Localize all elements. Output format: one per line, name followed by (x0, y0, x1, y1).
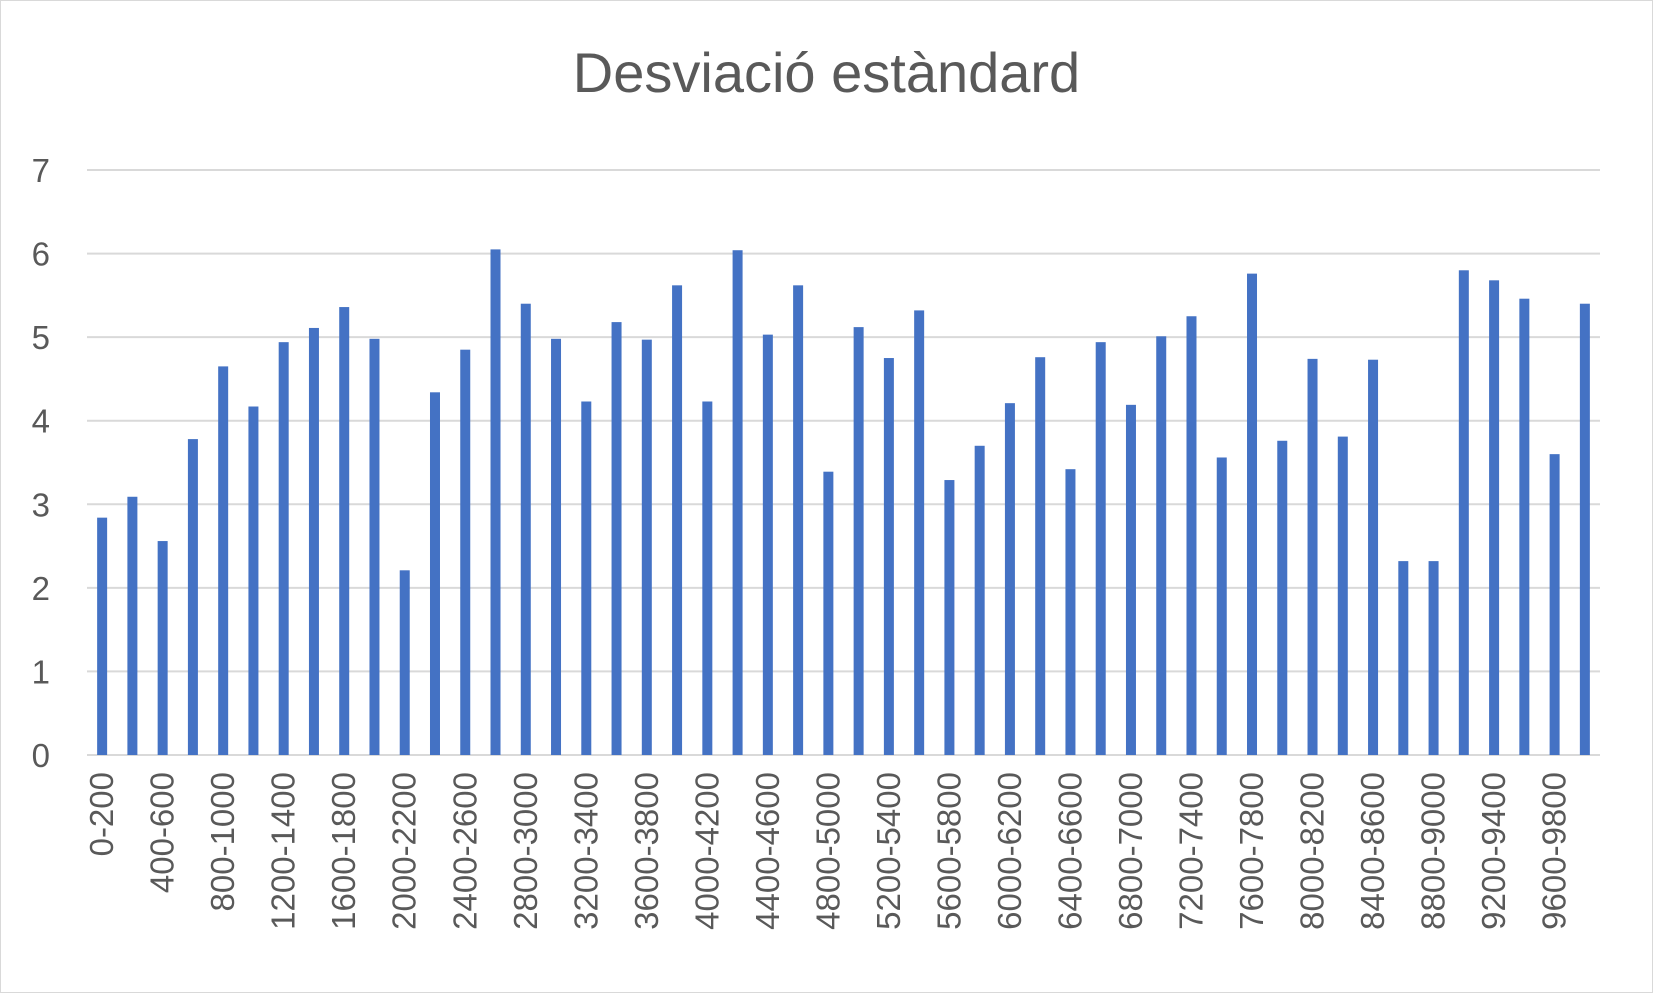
x-tick-label: 4800-5000 (809, 772, 846, 930)
bar (369, 338, 380, 755)
bar (1035, 357, 1046, 755)
bar (157, 541, 168, 755)
bar (1004, 403, 1015, 755)
y-tick-label: 4 (32, 403, 50, 440)
bar (127, 496, 138, 755)
x-tick-label: 3600-3800 (628, 772, 665, 930)
bar (793, 285, 804, 755)
x-tick-label: 7600-7800 (1233, 772, 1270, 930)
x-tick-label: 1200-1400 (265, 772, 302, 930)
bar (974, 445, 985, 755)
bar (823, 471, 834, 755)
bar (1337, 436, 1348, 755)
bar (429, 392, 440, 755)
x-tick-label: 2400-2600 (446, 772, 483, 930)
x-tick-label: 9600-9800 (1536, 772, 1573, 930)
y-tick-label: 1 (32, 653, 50, 690)
x-tick-label: 400-600 (144, 772, 181, 893)
bar (641, 339, 652, 755)
bar (1307, 358, 1318, 755)
x-tick-label: 5600-5800 (930, 772, 967, 930)
bar (762, 334, 773, 755)
bar (97, 517, 108, 755)
bar (308, 327, 319, 755)
x-tick-label: 8000-8200 (1294, 772, 1331, 930)
x-tick-label: 8800-9000 (1415, 772, 1452, 930)
bar (1368, 359, 1379, 755)
bar (1489, 280, 1500, 755)
bar (1125, 404, 1136, 755)
bar (914, 310, 925, 755)
x-tick-label: 6400-6600 (1051, 772, 1088, 930)
bar (460, 349, 471, 755)
bar (520, 303, 531, 755)
bar (883, 358, 894, 755)
bar (1428, 561, 1439, 755)
y-tick-label: 2 (32, 570, 50, 607)
y-tick-label: 7 (32, 152, 50, 189)
y-tick-label: 0 (32, 737, 50, 774)
bars (97, 249, 1590, 755)
bar (490, 249, 501, 755)
y-tick-label: 5 (32, 319, 50, 356)
y-axis-ticks: 0 1 2 3 4 5 6 7 (32, 152, 50, 774)
bar (1458, 270, 1469, 755)
bar (278, 342, 289, 755)
bar (732, 250, 743, 755)
x-tick-label: 4400-4600 (749, 772, 786, 930)
x-tick-label: 6800-7000 (1112, 772, 1149, 930)
x-axis-ticks: 0-200 400-600 800-1000 1200-1400 1600-1800 20… (83, 772, 1572, 930)
bar (187, 439, 198, 755)
bar (581, 401, 592, 755)
bar (339, 307, 350, 755)
x-tick-label: 6000-6200 (991, 772, 1028, 930)
bar (1186, 316, 1197, 755)
bar (1065, 469, 1076, 755)
bar (1519, 298, 1530, 755)
bar (1579, 303, 1590, 755)
bar (944, 480, 955, 755)
x-tick-label: 3200-3400 (567, 772, 604, 930)
x-tick-label: 5200-5400 (870, 772, 907, 930)
bar (1247, 273, 1258, 755)
bar (1398, 561, 1409, 755)
x-tick-label: 7200-7400 (1172, 772, 1209, 930)
bar (1156, 336, 1167, 755)
bar (1216, 457, 1227, 755)
x-tick-label: 8400-8600 (1354, 772, 1391, 930)
bar (1277, 440, 1288, 755)
x-tick-label: 0-200 (83, 772, 120, 856)
bar (611, 322, 622, 755)
bar (248, 406, 259, 755)
bar (853, 327, 864, 755)
x-tick-label: 1600-1800 (325, 772, 362, 930)
chart-title: Desviació estàndard (572, 41, 1081, 104)
bar (399, 570, 410, 755)
bar (672, 285, 683, 755)
gridlines (87, 169, 1600, 756)
bar (1095, 342, 1106, 755)
x-tick-label: 4000-4200 (688, 772, 725, 930)
bar (218, 366, 229, 755)
x-tick-label: 2800-3000 (507, 772, 544, 930)
bar (1549, 454, 1560, 755)
x-tick-label: 2000-2200 (386, 772, 423, 930)
bar (551, 338, 562, 755)
x-tick-label: 9200-9400 (1475, 772, 1512, 930)
bar (702, 401, 713, 755)
y-tick-label: 3 (32, 486, 50, 523)
x-tick-label: 800-1000 (204, 772, 241, 911)
y-tick-label: 6 (32, 236, 50, 273)
